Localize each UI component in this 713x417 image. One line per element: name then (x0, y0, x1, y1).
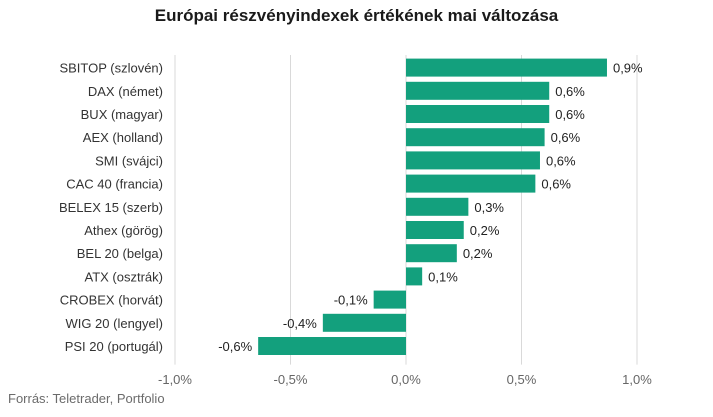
category-label: ATX (osztrák) (85, 269, 164, 284)
bar (322, 313, 406, 332)
x-tick-label: -0,5% (274, 372, 308, 387)
bar (406, 128, 545, 147)
value-label: 0,6% (555, 84, 585, 99)
bar (258, 337, 406, 355)
bars (258, 58, 607, 355)
x-tick-label: -1,0% (158, 372, 192, 387)
value-label: 0,2% (470, 223, 500, 238)
category-label: BUX (magyar) (81, 107, 163, 122)
value-label: 0,6% (541, 177, 571, 192)
x-tick-label: 0,5% (507, 372, 537, 387)
bar (406, 174, 536, 193)
category-label: BEL 20 (belga) (77, 246, 163, 261)
value-label: 0,6% (546, 153, 576, 168)
bar (373, 290, 406, 309)
category-label: SBITOP (szlovén) (59, 61, 163, 76)
bar (406, 81, 550, 100)
bar (406, 151, 540, 170)
category-label: CROBEX (horvát) (60, 293, 163, 308)
bar (406, 197, 469, 216)
value-labels: 0,9% 0,6% 0,6% 0,6% 0,6% 0,6% 0,3% 0,2% 0,2% 0,1%… (218, 61, 643, 354)
value-label: 0,3% (474, 200, 504, 215)
bar (406, 221, 464, 239)
category-label: CAC 40 (francia) (66, 177, 163, 192)
source-note: Forrás: Teletrader, Portfolio (8, 391, 165, 406)
chart-title: Európai részvényindexek értékének mai vá… (154, 6, 559, 25)
bar (406, 267, 423, 286)
bar (406, 105, 550, 123)
category-label: SMI (svájci) (95, 153, 163, 168)
value-label: 0,6% (555, 107, 585, 122)
category-label: WIG 20 (lengyel) (65, 316, 163, 331)
category-label: AEX (holland) (83, 130, 163, 145)
x-tick-label: 0,0% (391, 372, 421, 387)
x-tick-label: 1,0% (622, 372, 652, 387)
value-label: 0,9% (613, 61, 643, 76)
value-label: -0,1% (334, 293, 368, 308)
bar (406, 244, 457, 263)
category-label: PSI 20 (portugál) (65, 339, 163, 354)
category-label: DAX (német) (88, 84, 163, 99)
bar-chart: SBITOP (szlovén) DAX (német) BUX (magyar) A… (59, 55, 652, 387)
x-axis-ticks: -1,0% -0,5% 0,0% 0,5% 1,0% (158, 372, 652, 387)
value-label: 0,6% (551, 130, 581, 145)
value-label: 0,2% (463, 246, 493, 261)
category-label: Athex (görög) (84, 223, 163, 238)
category-labels: SBITOP (szlovén) DAX (német) BUX (magyar) A… (59, 61, 163, 354)
value-label: -0,4% (283, 316, 317, 331)
value-label: 0,1% (428, 269, 458, 284)
category-label: BELEX 15 (szerb) (59, 200, 163, 215)
value-label: -0,6% (218, 339, 252, 354)
bar (406, 58, 607, 77)
